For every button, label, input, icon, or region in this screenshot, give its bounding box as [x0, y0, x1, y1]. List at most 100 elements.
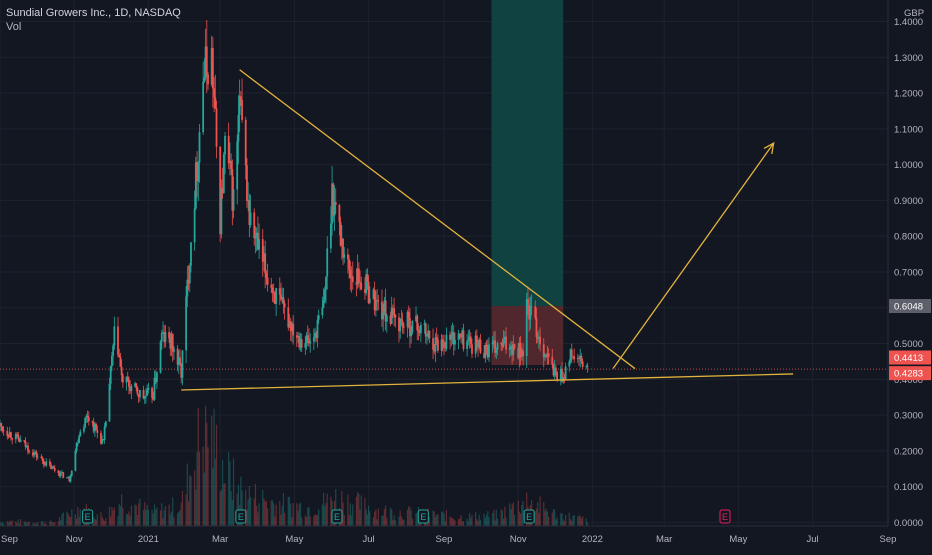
volume-bar — [60, 520, 62, 526]
earnings-marker-label: E — [85, 512, 91, 522]
time-axis-tick-label: Nov — [510, 534, 527, 545]
candle-body — [121, 375, 124, 383]
price-axis[interactable] — [888, 0, 932, 550]
volume-bar — [40, 521, 42, 526]
volume-indicator-label[interactable]: Vol — [6, 21, 22, 33]
candle-body — [40, 456, 43, 459]
candle-body — [443, 341, 445, 348]
symbol-title[interactable]: Sundial Growers Inc., 1D, NASDAQ — [6, 7, 181, 19]
candle-body — [530, 306, 533, 308]
volume-bar — [129, 515, 131, 526]
earnings-marker-label: E — [722, 512, 728, 522]
volume-bar — [305, 516, 308, 526]
candle-body — [147, 387, 150, 390]
candle-body — [308, 338, 310, 344]
earnings-marker[interactable] — [719, 509, 731, 524]
candle-body — [57, 470, 60, 474]
candle-body — [45, 461, 48, 466]
candle-body — [0, 423, 3, 427]
volume-bar — [316, 514, 319, 526]
candle-body — [570, 349, 573, 356]
volume-bar — [402, 518, 404, 526]
volume-bar — [34, 523, 36, 526]
candle-body — [534, 306, 537, 318]
volume-bar — [41, 520, 44, 526]
candle-body — [103, 426, 106, 440]
candle-body — [508, 347, 511, 350]
candle-body — [181, 350, 184, 378]
volume-bar — [20, 519, 22, 526]
volume-bar — [187, 501, 190, 526]
volume-bar — [169, 514, 171, 526]
volume-bar — [449, 516, 451, 526]
volume-bar — [382, 515, 384, 526]
candle-body — [457, 333, 460, 340]
volume-bar — [77, 506, 79, 526]
candle-body — [469, 336, 472, 345]
candle-body — [153, 377, 156, 400]
earnings-marker[interactable] — [523, 509, 535, 524]
volume-bar — [67, 513, 69, 526]
candle-body — [445, 334, 448, 349]
candle-body — [383, 300, 386, 313]
volume-bar — [563, 521, 566, 526]
projection-arrow-head[interactable] — [763, 141, 775, 155]
volume-bar — [555, 519, 557, 526]
candle-body — [70, 470, 73, 476]
earnings-marker[interactable] — [331, 509, 343, 524]
volume-bar — [470, 517, 472, 526]
candle-body — [564, 366, 567, 380]
volume-bar — [493, 509, 495, 526]
earnings-marker[interactable] — [417, 509, 429, 524]
volume-bar — [113, 507, 115, 526]
volume-bar — [432, 510, 434, 526]
price-axis-tick-label: 0.9000 — [894, 196, 923, 207]
volume-bar — [159, 510, 162, 526]
volume-bar — [571, 520, 573, 526]
earnings-marker[interactable] — [82, 509, 94, 524]
volume-bar — [181, 490, 184, 526]
price-axis-tick-label: 0.1000 — [894, 482, 923, 493]
time-axis[interactable] — [0, 526, 932, 550]
target-zone[interactable] — [491, 0, 564, 307]
candle-body — [120, 366, 123, 376]
volume-bar — [444, 521, 446, 526]
volume-bar — [263, 498, 265, 526]
support-trendline[interactable] — [181, 373, 794, 391]
price-axis-tick-label: 0.4000 — [894, 375, 923, 386]
volume-bar — [105, 518, 107, 526]
candle-body — [50, 464, 52, 470]
candle-body — [203, 77, 206, 82]
candle-body — [517, 347, 520, 359]
descending-trendline[interactable] — [239, 69, 636, 370]
candle-body — [444, 347, 447, 349]
volume-bar — [212, 468, 214, 526]
currency-label[interactable]: GBP — [904, 8, 924, 19]
candle-body — [440, 339, 443, 351]
volume-bar — [230, 491, 232, 526]
volume-bar — [93, 517, 95, 526]
candle-body — [143, 396, 146, 399]
volume-bar — [287, 496, 289, 526]
candle-body — [356, 268, 359, 285]
earnings-marker[interactable] — [235, 509, 247, 524]
volume-bar — [177, 513, 179, 526]
volume-bar — [228, 451, 230, 526]
candle-body — [270, 284, 273, 288]
volume-bar — [78, 516, 80, 526]
candle-body — [563, 377, 566, 380]
time-axis-tick-label: May — [729, 534, 747, 545]
candle-body — [501, 344, 504, 347]
volume-bar — [298, 504, 300, 526]
candle-body — [333, 202, 336, 216]
volume-bar — [313, 516, 315, 526]
projection-arrow[interactable] — [612, 142, 775, 369]
price-axis-tick-label: 0.5000 — [894, 339, 923, 350]
candle-body — [586, 366, 589, 368]
candle-body — [300, 339, 303, 348]
volume-bar — [9, 520, 11, 526]
candle-body — [134, 383, 136, 387]
candle-body — [173, 348, 175, 352]
